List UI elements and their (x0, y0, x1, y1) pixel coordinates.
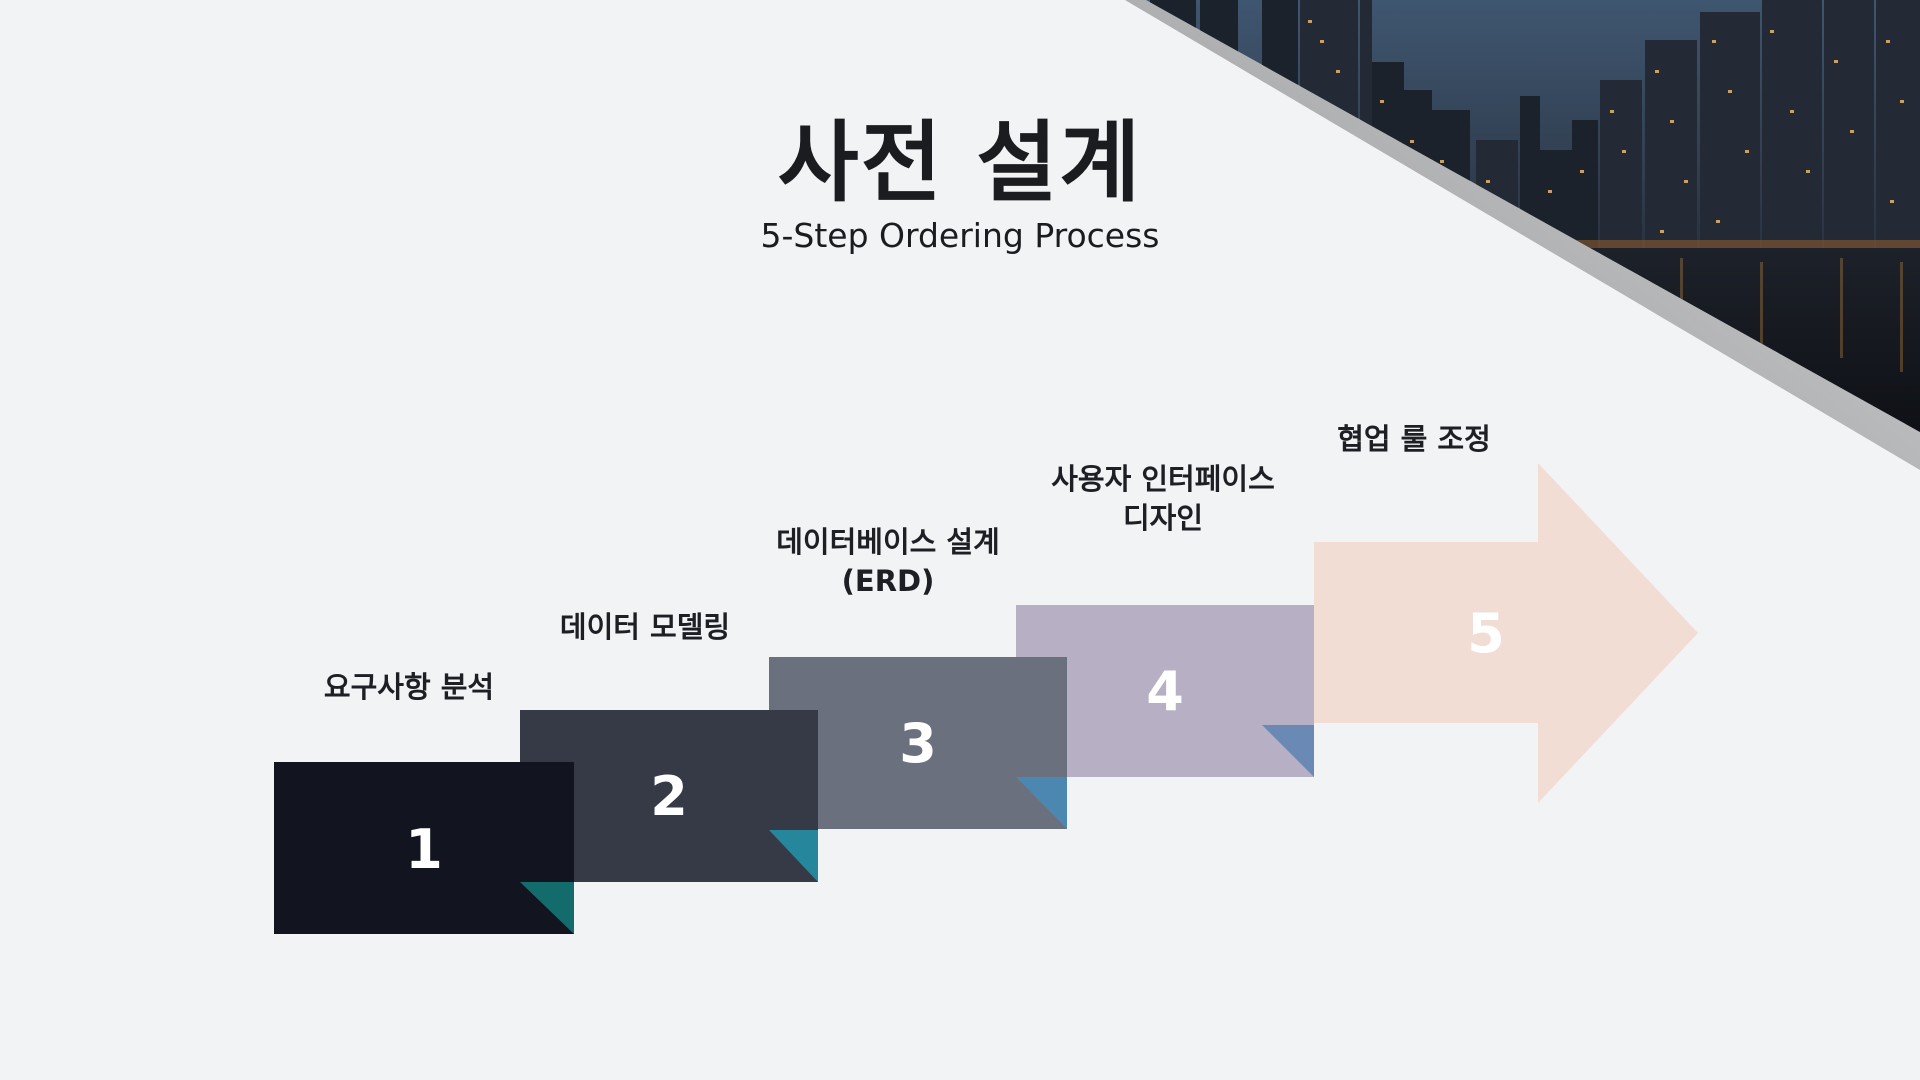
step-2-label: 데이터 모델링 (559, 610, 731, 644)
slide-subtitle: 5-Step Ordering Process (760, 216, 1160, 255)
step-1-label: 요구사항 분석 (323, 670, 495, 704)
step-4-label: 사용자 인터페이스 디자인 (1051, 462, 1275, 535)
step-4-number: 4 (1146, 660, 1184, 723)
step-3-fold (1016, 777, 1067, 829)
step-1-number: 1 (405, 818, 443, 881)
step-2-fold (769, 830, 818, 882)
step-3-block (769, 657, 1067, 829)
step-4-fold (1262, 725, 1314, 777)
step-1-fold (520, 882, 574, 934)
step-3-number: 3 (899, 712, 937, 775)
step-5-label: 협업 룰 조정 (1337, 422, 1491, 456)
step-2-number: 2 (650, 765, 688, 828)
slide-title: 사전 설계 (777, 111, 1143, 214)
step-5-arrow (1314, 463, 1698, 803)
step-1-block (274, 762, 574, 934)
step-5-number: 5 (1467, 602, 1505, 665)
step-3-label: 데이터베이스 설계 (ERD) (776, 525, 1000, 598)
